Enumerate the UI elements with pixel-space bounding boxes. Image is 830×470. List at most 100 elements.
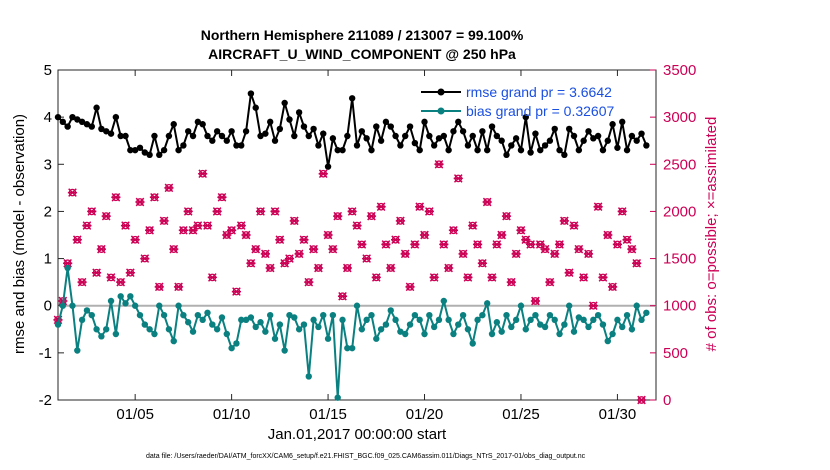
obs-assimilated-marker: [395, 216, 406, 226]
rmse-point: [493, 132, 501, 140]
bias-point: [194, 311, 202, 319]
rmse-point: [484, 146, 491, 154]
rmse-point: [411, 139, 419, 147]
obs-assimilated-marker: [231, 287, 242, 296]
bias-point: [165, 326, 173, 333]
rmse-point: [286, 116, 293, 123]
rmse-point: [88, 123, 95, 130]
rmse-point: [141, 149, 149, 156]
obs-assimilated-marker: [559, 216, 569, 226]
rmse-point: [604, 137, 611, 144]
rmse-point: [103, 128, 110, 135]
bias-point: [78, 316, 86, 324]
bias-point: [590, 316, 597, 324]
bias-point: [348, 344, 356, 352]
obs-assimilated-marker: [588, 301, 598, 311]
bias-point: [233, 340, 240, 347]
obs-assimilated-marker: [472, 240, 483, 249]
obs-assimilated-marker: [111, 192, 121, 202]
obs-assimilated-marker: [106, 273, 116, 282]
rmse-point: [440, 132, 448, 140]
bias-point: [532, 311, 539, 319]
obs-assimilated-marker: [251, 244, 261, 254]
rmse-point: [170, 121, 177, 128]
obs-assimilated-marker: [448, 225, 459, 235]
bias-point: [353, 302, 361, 309]
bias-point: [238, 316, 245, 324]
plot-area: -2 -1 0 1 2 3 4 5 0 500 1000 1500 2000 2500 3000 3500 01…: [39, 62, 697, 423]
rmse-point: [551, 125, 558, 133]
bias-point: [411, 311, 419, 319]
bias-point: [421, 330, 428, 338]
x-tick-label: 01/20: [406, 406, 444, 423]
rmse-point: [532, 130, 539, 137]
rmse-point: [599, 146, 607, 154]
y2-tick-label: 2500: [663, 156, 696, 173]
bias-point: [537, 321, 544, 328]
obs-assimilated-marker: [516, 225, 526, 235]
y2-tick-label: 2000: [663, 203, 696, 220]
bias-point: [512, 316, 520, 324]
chart-subtitle: AIRCRAFT_U_WIND_COMPONENT @ 250 hPa: [208, 46, 516, 62]
rmse-point: [488, 123, 496, 130]
bias-point: [329, 311, 337, 319]
bias-point: [112, 330, 120, 338]
obs-assimilated-marker: [603, 230, 613, 240]
obs-assimilated-marker: [342, 263, 352, 273]
rmse-point: [633, 137, 640, 144]
obs-assimilated-marker: [178, 225, 188, 235]
bias-point: [344, 344, 351, 352]
bias-series: [54, 264, 650, 401]
rmse-point: [469, 132, 476, 140]
obs-assimilated-marker: [569, 221, 579, 230]
bias-point: [546, 311, 554, 319]
bias-point: [180, 311, 187, 319]
obs-assimilated-marker: [497, 230, 507, 240]
rmse-point: [406, 123, 414, 130]
rmse-point: [546, 137, 554, 144]
bias-point: [556, 330, 563, 338]
obs-assimilated-marker: [468, 221, 478, 230]
rmse-point: [204, 132, 211, 140]
bias-point: [127, 293, 134, 300]
bias-point: [310, 316, 317, 324]
rmse-point: [334, 146, 341, 154]
bias-point: [185, 319, 192, 326]
bias-point: [426, 311, 433, 319]
bias-point: [628, 326, 636, 333]
rmse-point: [498, 137, 505, 144]
rmse-point: [561, 151, 568, 159]
bias-point: [594, 311, 602, 319]
obs-assimilated-marker: [318, 169, 328, 179]
obs-assimilated-marker: [381, 240, 391, 249]
bias-point: [484, 300, 491, 307]
bias-point: [295, 326, 303, 333]
obs-assimilated-marker: [159, 216, 169, 226]
rmse-point: [609, 121, 616, 128]
obs-assimilated-marker: [323, 230, 333, 240]
obs-assimilated-marker: [627, 244, 637, 254]
obs-assimilated-marker: [154, 282, 164, 292]
rmse-point: [643, 142, 650, 149]
data-file-footnote: data file: /Users/raeder/DAI/ATM_forcXX/…: [146, 453, 586, 460]
y2-tick-label: 3500: [663, 62, 696, 79]
legend-rmse-label: rmse grand pr = 3.6642: [466, 84, 612, 100]
rmse-point: [93, 104, 100, 111]
rmse-point: [614, 144, 621, 151]
bias-point: [585, 323, 592, 331]
rmse-point: [122, 132, 129, 140]
rmse-point: [146, 151, 153, 159]
obs-assimilated-marker: [371, 273, 381, 282]
bias-point: [189, 328, 197, 335]
rmse-point: [300, 123, 308, 130]
obs-assimilated-marker: [545, 277, 555, 287]
obs-assimilated-marker: [183, 207, 193, 216]
rmse-point: [517, 146, 525, 154]
rmse-point: [242, 128, 250, 135]
obs-assimilated-marker: [424, 207, 434, 216]
rmse-point: [233, 142, 240, 149]
y2-tick-label: 1000: [663, 298, 696, 315]
rmse-point: [474, 146, 481, 154]
rmse-point: [54, 113, 62, 121]
obs-assimilated-marker: [130, 235, 140, 245]
